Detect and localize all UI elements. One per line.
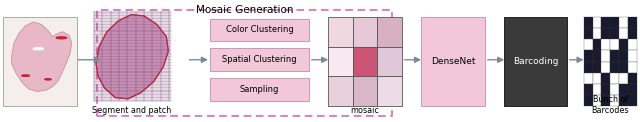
Text: DenseNet: DenseNet — [431, 57, 476, 66]
Bar — [611, 28, 619, 39]
Bar — [584, 84, 593, 95]
Bar — [628, 39, 637, 51]
Text: Color Clustering: Color Clustering — [226, 25, 293, 34]
Bar — [628, 17, 637, 28]
Text: Barcoding: Barcoding — [513, 57, 559, 66]
Circle shape — [56, 37, 67, 39]
Bar — [593, 28, 602, 39]
Bar — [584, 17, 593, 28]
Bar — [619, 84, 628, 95]
Bar — [611, 84, 619, 95]
Bar — [353, 47, 378, 76]
Bar — [602, 84, 611, 95]
Bar — [619, 73, 628, 84]
Polygon shape — [96, 15, 168, 99]
Text: mosaic: mosaic — [351, 106, 380, 115]
Text: Bunch of
Barcodes: Bunch of Barcodes — [591, 95, 629, 115]
Circle shape — [45, 79, 51, 80]
Bar — [628, 84, 637, 95]
Bar — [378, 76, 402, 106]
Bar — [593, 84, 602, 95]
Bar — [611, 95, 619, 106]
Bar — [593, 17, 602, 28]
Circle shape — [33, 48, 44, 50]
Bar — [602, 62, 611, 73]
Bar — [210, 48, 309, 71]
Bar — [378, 47, 402, 76]
Bar — [593, 73, 602, 84]
Bar — [421, 17, 485, 106]
Bar — [602, 73, 611, 84]
Bar — [619, 95, 628, 106]
Bar — [353, 76, 378, 106]
Bar — [584, 51, 593, 62]
Bar — [602, 28, 611, 39]
Text: Sampling: Sampling — [240, 85, 279, 94]
Bar — [619, 17, 628, 28]
Bar — [628, 51, 637, 62]
Bar — [611, 17, 619, 28]
Bar — [353, 17, 378, 47]
Text: Segment and patch: Segment and patch — [92, 106, 171, 115]
Bar — [504, 17, 567, 106]
Bar — [628, 73, 637, 84]
Text: Mosaic Generation: Mosaic Generation — [196, 5, 293, 15]
Bar — [584, 62, 593, 73]
Text: Spatial Clustering: Spatial Clustering — [222, 55, 297, 64]
Bar — [611, 39, 619, 51]
Bar — [611, 51, 619, 62]
Bar — [628, 62, 637, 73]
Bar — [628, 28, 637, 39]
Bar — [584, 28, 593, 39]
Bar — [378, 17, 402, 47]
Bar — [584, 39, 593, 51]
Circle shape — [22, 75, 29, 76]
Bar — [593, 39, 602, 51]
Bar — [584, 73, 593, 84]
Bar — [602, 39, 611, 51]
Bar — [619, 28, 628, 39]
Bar — [628, 95, 637, 106]
Bar — [328, 76, 353, 106]
Bar — [611, 73, 619, 84]
Bar — [593, 95, 602, 106]
Bar — [602, 51, 611, 62]
Bar — [210, 78, 309, 101]
Bar — [619, 62, 628, 73]
Bar — [619, 51, 628, 62]
Bar — [328, 47, 353, 76]
Bar — [210, 19, 309, 41]
Bar — [611, 62, 619, 73]
Bar — [584, 95, 593, 106]
Polygon shape — [12, 22, 72, 92]
Bar — [593, 51, 602, 62]
Bar — [602, 95, 611, 106]
Bar — [3, 17, 77, 106]
Bar — [328, 17, 353, 47]
Bar — [602, 17, 611, 28]
Bar — [593, 62, 602, 73]
Bar — [619, 39, 628, 51]
